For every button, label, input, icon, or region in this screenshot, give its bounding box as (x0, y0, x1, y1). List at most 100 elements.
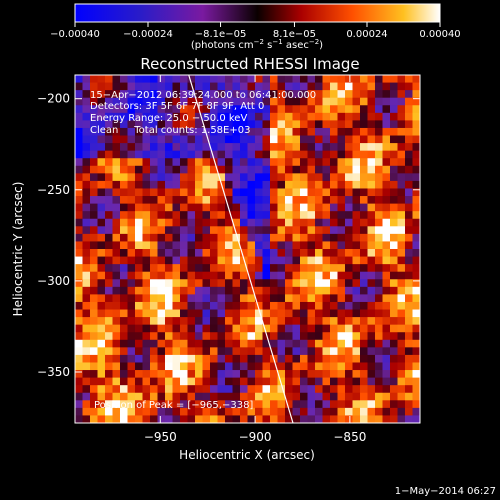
heatmap-cell (195, 90, 204, 99)
heatmap-cell (165, 173, 174, 182)
heatmap-cell (112, 294, 121, 303)
heatmap-cell (142, 370, 151, 379)
heatmap-cell (75, 241, 84, 250)
heatmap-cell (360, 180, 369, 190)
heatmap-cell (247, 301, 256, 311)
heatmap-cell (90, 324, 99, 333)
heatmap-cell (405, 324, 414, 333)
heatmap-cell (127, 135, 136, 144)
heatmap-cell (375, 279, 384, 288)
heatmap-cell (187, 407, 196, 417)
heatmap-cell (135, 188, 144, 197)
heatmap-cell (397, 301, 406, 311)
heatmap-cell (120, 332, 129, 341)
heatmap-cell (262, 294, 271, 303)
heatmap-cell (322, 241, 331, 250)
y-tick-label: −200 (37, 92, 70, 106)
heatmap-cell (300, 415, 309, 423)
heatmap-cell (255, 135, 264, 144)
heatmap-cell (255, 332, 264, 341)
heatmap-cell (105, 218, 114, 227)
peak-position-label: Position of Peak = [−965,−338] (94, 400, 253, 411)
heatmap-cell (337, 279, 346, 288)
heatmap-cell (397, 392, 406, 401)
heatmap-cell (202, 196, 211, 205)
heatmap-cell (165, 241, 174, 250)
heatmap-cell (270, 75, 279, 84)
heatmap-cell (120, 294, 129, 303)
heatmap-cell (105, 286, 114, 295)
heatmap-cell (97, 127, 106, 137)
heatmap-cell (75, 339, 84, 348)
heatmap-cell (337, 332, 346, 341)
heatmap-cell (82, 309, 91, 318)
heatmap-cell (292, 347, 301, 356)
heatmap-cell (322, 165, 331, 174)
heatmap-cell (360, 317, 369, 326)
heatmap-cell (307, 233, 316, 243)
heatmap-cell (90, 75, 99, 84)
heatmap-cell (165, 294, 174, 303)
heatmap-cell (225, 233, 234, 243)
heatmap-cell (135, 218, 144, 227)
heatmap-cell (412, 301, 420, 311)
heatmap-cell (225, 317, 234, 326)
heatmap-cell (127, 218, 136, 227)
heatmap-cell (397, 211, 406, 220)
heatmap-cell (187, 286, 196, 295)
heatmap-cell (315, 233, 324, 243)
heatmap-cell (367, 127, 376, 137)
heatmap-cell (142, 301, 151, 311)
heatmap-cell (382, 309, 391, 318)
heatmap-cell (307, 264, 316, 273)
heatmap-cell (150, 249, 159, 258)
heatmap-cell (195, 203, 204, 212)
heatmap-cell (300, 211, 309, 220)
heatmap-cell (337, 317, 346, 326)
heatmap-cell (277, 173, 286, 182)
heatmap-cell (202, 105, 211, 114)
heatmap-cell (165, 203, 174, 212)
heatmap-cell (165, 127, 174, 137)
heatmap-cell (180, 218, 189, 227)
heatmap-cell (217, 203, 226, 212)
heatmap-cell (75, 82, 84, 91)
heatmap-cell (390, 226, 399, 235)
heatmap-cell (247, 90, 256, 99)
heatmap-cell (397, 203, 406, 212)
heatmap-cell (300, 407, 309, 417)
heatmap-cell (247, 400, 256, 409)
heatmap-cell (405, 127, 414, 137)
heatmap-cell (82, 127, 91, 137)
heatmap-cell (285, 324, 294, 333)
heatmap-cell (330, 127, 339, 137)
heatmap-cell (232, 218, 241, 227)
heatmap-cell (352, 415, 361, 423)
heatmap-cell (270, 218, 279, 227)
heatmap-cell (247, 317, 256, 326)
heatmap-cell (165, 249, 174, 258)
heatmap-cell (330, 317, 339, 326)
heatmap-cell (120, 286, 129, 295)
heatmap-cell (90, 347, 99, 356)
heatmap-cell (187, 415, 196, 423)
heatmap-cell (82, 294, 91, 303)
heatmap-cell (255, 294, 264, 303)
heatmap-cell (120, 90, 129, 99)
heatmap-cell (285, 370, 294, 379)
heatmap-cell (97, 233, 106, 243)
heatmap-cell (345, 256, 354, 265)
heatmap-cell (262, 392, 271, 401)
heatmap-cell (82, 256, 91, 265)
heatmap-cell (375, 286, 384, 295)
heatmap-cell (225, 362, 234, 371)
heatmap-cell (412, 135, 420, 144)
heatmap-cell (397, 279, 406, 288)
heatmap-cell (270, 392, 279, 401)
heatmap-cell (412, 354, 420, 364)
heatmap-cell (120, 173, 129, 182)
heatmap-cell (375, 392, 384, 401)
heatmap-cell (262, 158, 271, 167)
heatmap-cell (322, 218, 331, 227)
heatmap-cell (157, 211, 166, 220)
